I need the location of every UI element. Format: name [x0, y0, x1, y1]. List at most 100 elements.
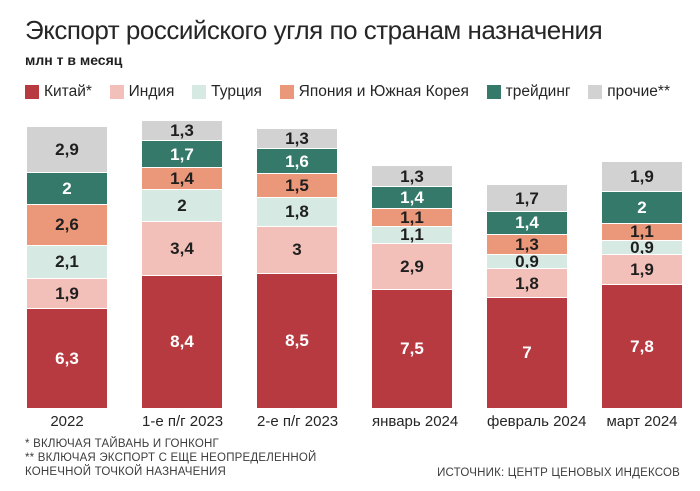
plot-area: 2,9 2 2,6 2,1 1,9 6,3 1,3 1,7 1,4 2 3,4 8,4 1,3 1,6 1,…: [25, 118, 682, 408]
source-credit: ИСТОЧНИК: ЦЕНТР ЦЕНОВЫХ ИНДЕКСОВ: [437, 467, 680, 479]
segment-value-label: 2,1: [55, 252, 79, 272]
bar-column: 1,7 1,4 1,3 0,9 1,8 7: [487, 118, 567, 408]
legend-label: Турция: [211, 82, 262, 100]
legend-item: Китай*: [25, 83, 92, 101]
segment-value-label: 7,5: [400, 339, 424, 359]
segment-value-label: 2: [177, 196, 187, 216]
segment-value-label: 1,5: [285, 176, 309, 196]
segment-value-label: 1,4: [400, 188, 424, 208]
bar-segment: 1,3: [142, 119, 222, 141]
legend-item: прочие**: [588, 83, 670, 101]
legend: Китай* Индия Турция Япония и Южная Корея тре…: [25, 83, 670, 101]
legend-swatch-icon: [486, 84, 501, 99]
segment-value-label: 1,8: [515, 273, 539, 293]
segment-value-label: 8,5: [285, 331, 309, 351]
bar-column: 1,3 1,6 1,5 1,8 3 8,5: [257, 118, 337, 408]
bar-segment: 0,9: [602, 238, 682, 258]
bar-segment: 1,8: [257, 197, 337, 226]
bar-segment: 2: [142, 189, 222, 221]
bar-column: 1,9 2 1,1 0,9 1,9 7,8: [602, 118, 682, 408]
segment-value-label: 3,4: [170, 238, 194, 258]
legend-swatch-icon: [279, 84, 294, 99]
bar-segment: 1,3: [257, 127, 337, 149]
bar-segment: 3,4: [142, 220, 222, 275]
bar-segment: 2,9: [372, 243, 452, 289]
chart-title: Экспорт российского угля по странам назн…: [25, 15, 603, 45]
bar-segment: 7,5: [372, 288, 452, 408]
bar-segment: 1,7: [142, 140, 222, 168]
bar-segment: 1,1: [602, 222, 682, 240]
segment-value-label: 1,9: [630, 166, 654, 186]
legend-item: Индия: [109, 82, 175, 101]
bar-segment: 1,4: [487, 211, 567, 234]
legend-item: Турция: [192, 83, 262, 101]
segment-value-label: 7: [522, 343, 532, 363]
bar-segment: 1,7: [487, 184, 567, 212]
legend-label: Индия: [128, 82, 175, 100]
bar-segment: 1,4: [142, 167, 222, 190]
bar-segment: 1,1: [372, 207, 452, 227]
x-axis-label: январь 2024: [372, 412, 459, 430]
legend-swatch-icon: [25, 84, 39, 99]
bar-segment: 0,9: [487, 252, 567, 272]
bar-segment: 1,9: [602, 160, 682, 191]
legend-swatch-icon: [109, 84, 124, 99]
segment-value-label: 0,9: [515, 252, 539, 272]
bar-segment: 2,9: [27, 126, 107, 172]
segment-value-label: 1,3: [170, 120, 194, 140]
legend-swatch-icon: [192, 84, 207, 99]
x-axis: 2022 1-е п/г 2023 2-е п/г 2023 январь 2024 ф…: [25, 413, 682, 430]
segment-value-label: 1,6: [285, 151, 309, 171]
segment-value-label: 6,3: [55, 348, 79, 368]
segment-value-label: 2: [62, 178, 72, 198]
bar-segment: 2: [602, 190, 682, 223]
bar-segment: 8,5: [257, 273, 337, 408]
segment-value-label: 2: [637, 197, 647, 217]
segment-value-label: 1,9: [55, 283, 79, 303]
chart-subtitle: млн т в месяц: [25, 51, 123, 68]
footnote-line: ** ВКЛЮЧАЯ ЭКСПОРТ С ЕЩЕ НЕОПРЕДЕЛЕННОЙ: [25, 452, 317, 464]
legend-item: Япония и Южная Корея: [279, 83, 469, 101]
bar-column: 1,3 1,7 1,4 2 3,4 8,4: [142, 118, 222, 408]
footnote-line: * ВКЛЮЧАЯ ТАЙВАНЬ И ГОНКОНГ: [25, 438, 219, 450]
segment-value-label: 1,7: [515, 188, 539, 208]
segment-value-label: 2,9: [55, 139, 79, 159]
bar-segment: 1,5: [257, 173, 337, 198]
bar-segment: 7,8: [602, 284, 682, 408]
bar-segment: 2,6: [27, 203, 107, 245]
bar-segment: 1,6: [257, 148, 337, 174]
segment-value-label: 1,8: [285, 202, 309, 222]
bar-segment: 7: [487, 296, 567, 408]
segment-value-label: 2,6: [55, 215, 79, 235]
segment-value-label: 0,9: [630, 238, 654, 258]
x-axis-label: февраль 2024: [487, 412, 587, 430]
bar-segment: 1,1: [372, 225, 452, 245]
x-axis-label: март 2024: [606, 412, 678, 430]
bar-segment: 1,9: [27, 277, 107, 308]
bar-segment: 1,9: [602, 254, 682, 285]
legend-label: трейдинг: [505, 82, 571, 100]
footnotes: * ВКЛЮЧАЯ ТАЙВАНЬ И ГОНКОНГ ** ВКЛЮЧАЯ Э…: [25, 437, 317, 479]
segment-value-label: 3: [292, 240, 302, 260]
footnote-line: КОНЕЧНОЙ ТОЧКОЙ НАЗНАЧЕНИЯ: [25, 466, 226, 478]
bar-segment: 1,8: [487, 268, 567, 297]
x-axis-label: 2-е п/г 2023: [257, 412, 339, 430]
bar-segment: 8,4: [142, 274, 222, 408]
bar-column: 1,3 1,4 1,1 1,1 2,9 7,5: [372, 118, 452, 408]
segment-value-label: 1,1: [400, 207, 424, 227]
bar-segment: 6,3: [27, 307, 107, 408]
segment-value-label: 8,4: [170, 332, 194, 352]
bar-column: 2,9 2 2,6 2,1 1,9 6,3: [27, 118, 107, 408]
segment-value-label: 1,9: [630, 260, 654, 280]
legend-label: прочие**: [607, 82, 670, 100]
x-axis-label: 1-е п/г 2023: [142, 412, 224, 430]
segment-value-label: 1,3: [400, 166, 424, 186]
segment-value-label: 2,9: [400, 256, 424, 276]
segment-value-label: 1,3: [515, 234, 539, 254]
legend-item: трейдинг: [486, 82, 571, 101]
footer: * ВКЛЮЧАЯ ТАЙВАНЬ И ГОНКОНГ ** ВКЛЮЧАЯ Э…: [25, 437, 680, 479]
legend-swatch-icon: [588, 84, 603, 99]
segment-value-label: 1,1: [400, 225, 424, 245]
legend-label: Китай*: [44, 82, 92, 100]
bar-segment: 1,3: [487, 233, 567, 255]
